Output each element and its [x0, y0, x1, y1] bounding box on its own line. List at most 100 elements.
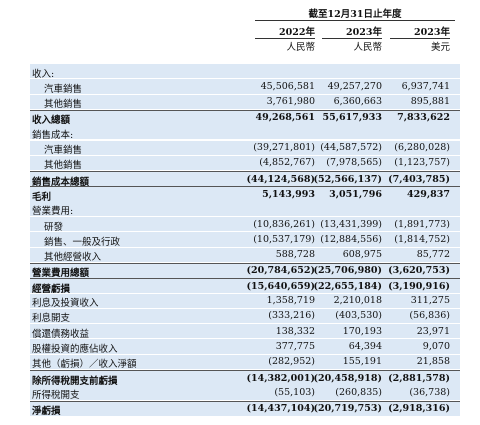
cell-value: (20,784,652) [246, 265, 316, 277]
cell-value: 64,394 [348, 340, 382, 352]
table-row: 銷售、一般及行政 (10,537,179) (12,884,556) (1,814,7… [30, 232, 460, 248]
year-header: 2022年 [255, 24, 315, 39]
cell-value: 49,257,270 [327, 80, 382, 92]
cell-value: 311,275 [410, 295, 450, 306]
cell-value: (3,620,753) [388, 265, 450, 277]
cell-value: 138,332 [275, 325, 315, 337]
cell-value: (14,382,001) [246, 372, 316, 384]
cell-value: 6,937,741 [401, 80, 450, 92]
cell-value: 55,617,933 [322, 112, 383, 124]
table-row: 銷售成本: [30, 125, 460, 141]
cell-value: (36,738) [409, 386, 450, 398]
table-row: 利息及投資收入 1,358,719 2,210,018 311,275 [30, 293, 460, 309]
row-label: 股權投資的應佔收入 [32, 343, 118, 355]
table-row: 償還債務收益 138,332 170,193 23,971 [30, 324, 460, 340]
year-header: 2023年 [390, 24, 450, 39]
cell-value: (25,706,980) [313, 265, 383, 277]
cell-value: 608,975 [342, 249, 382, 261]
cell-value: 588,728 [275, 249, 315, 261]
table-row: 其他經營收入 588,728 608,975 85,772 [30, 247, 460, 264]
cell-value: 895,881 [410, 96, 450, 108]
cell-value: 2,210,018 [333, 295, 382, 306]
row-label: 毛利 [32, 191, 52, 203]
cell-value: 21,858 [416, 356, 450, 368]
cell-value: (44,587,572) [320, 142, 382, 153]
table-row: 收入總額 49,268,561 55,617,933 7,833,622 [30, 109, 460, 127]
row-label: 經營虧損 [32, 283, 71, 295]
cell-value: (22,655,184) [313, 280, 383, 292]
table-row: 汽車銷售 45,506,581 49,257,270 6,937,741 [30, 79, 460, 95]
cell-value: (52,566,137) [313, 173, 383, 185]
period-header: 截至12月31日止年度 [308, 9, 402, 20]
table-row: 其他銷售 (4,852,767) (7,978,565) (1,123,757) [30, 155, 460, 172]
cell-value: 85,772 [416, 249, 450, 261]
cell-value: 23,971 [416, 325, 450, 337]
cell-value: (56,836) [409, 310, 450, 322]
cell-value: (4,852,767) [259, 157, 315, 169]
row-label: 利息開支 [32, 313, 71, 325]
cell-value: 49,268,561 [255, 112, 316, 124]
cell-value: (403,530) [335, 310, 382, 322]
cell-value: 45,506,581 [260, 80, 315, 92]
cell-value: (7,978,565) [326, 157, 382, 169]
row-label: 汽車銷售 [44, 83, 83, 95]
cell-value: 170,193 [342, 325, 382, 337]
section-label: 銷售成本: [32, 129, 74, 141]
year-header: 2023年 [322, 24, 382, 39]
cell-value: (1,891,773) [394, 218, 450, 230]
cell-value: (2,918,316) [388, 403, 450, 415]
row-label: 其他經營收入 [44, 252, 102, 264]
table-row: 營業費用總額 (20,784,652) (25,706,980) (3,620,753… [30, 262, 460, 280]
row-label: 銷售、一般及行政 [44, 236, 121, 248]
table-row: 汽車銷售 (39,271,801) (44,587,572) (6,280,028) [30, 140, 460, 156]
cell-value: (2,881,578) [388, 372, 450, 384]
row-label: 其他（虧損）／收入淨額 [32, 359, 137, 371]
cell-value: (10,836,261) [253, 218, 315, 230]
cell-value: 155,191 [342, 356, 382, 368]
row-label: 利息及投資收入 [32, 298, 99, 309]
cell-value: 3,051,796 [329, 188, 382, 200]
cell-value: 1,358,719 [266, 295, 315, 306]
cell-value: (260,835) [335, 386, 382, 398]
cell-value: (12,884,556) [320, 233, 382, 245]
row-label: 償還債務收益 [32, 328, 90, 340]
row-label: 除所得稅開支前虧損 [32, 375, 118, 387]
cell-value: (44,124,568) [246, 173, 316, 185]
table-row: 其他（虧損）／收入淨額 (282,952) 155,191 21,858 [30, 354, 460, 371]
cell-value: (333,216) [268, 310, 315, 322]
row-label: 其他銷售 [44, 160, 83, 172]
row-label: 所得稅開支 [32, 389, 80, 401]
cell-value: (20,719,753) [313, 403, 383, 415]
cell-value: 429,837 [407, 188, 450, 200]
cell-value: 3,761,980 [266, 96, 315, 108]
row-label: 銷售成本總額 [32, 176, 90, 188]
row-label: 營業費用總額 [32, 268, 90, 280]
section-label: 收入: [32, 68, 55, 80]
currency-header: 人民幣 [353, 42, 382, 53]
cell-value: 5,143,993 [262, 188, 315, 200]
cell-value: (282,952) [268, 356, 315, 368]
table-row: 其他銷售 3,761,980 6,360,663 895,881 [30, 94, 460, 111]
table-row: 收入: [30, 64, 460, 80]
table-row: 所得稅開支 (55,103) (260,835) (36,738) [30, 385, 460, 401]
table-row: 毛利 5,143,993 3,051,796 429,837 [30, 186, 460, 203]
cell-value: (1,123,757) [394, 157, 450, 169]
cell-value: 9,070 [422, 340, 450, 352]
cell-value: (13,431,399) [320, 218, 382, 230]
cell-value: (6,280,028) [394, 142, 450, 153]
cell-value: (39,271,801) [253, 142, 315, 153]
cell-value: (3,190,916) [388, 280, 450, 292]
currency-header: 人民幣 [286, 42, 315, 53]
table-row: 經營虧損 (15,640,659) (22,655,184) (3,190,916) [30, 278, 460, 295]
cell-value: 7,833,622 [397, 112, 450, 124]
cell-value: (10,537,179) [253, 233, 315, 245]
table-row: 利息開支 (333,216) (403,530) (56,836) [30, 308, 460, 325]
cell-value: 377,775 [275, 340, 315, 352]
row-label: 收入總額 [32, 115, 71, 127]
row-label: 淨虧損 [32, 406, 61, 418]
cell-value: (14,437,104) [246, 403, 316, 415]
table-row: 股權投資的應佔收入 377,775 64,394 9,070 [30, 339, 460, 355]
row-label: 其他銷售 [44, 99, 83, 111]
cell-value: (1,814,752) [394, 233, 450, 245]
